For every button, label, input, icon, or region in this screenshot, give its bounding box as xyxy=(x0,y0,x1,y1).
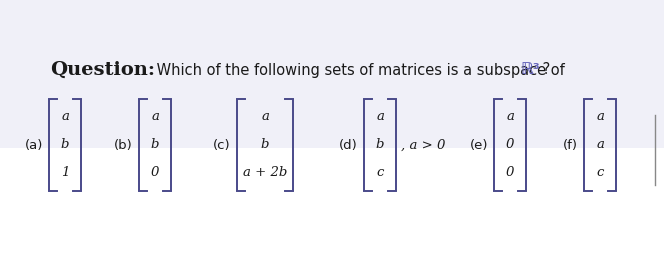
Text: b: b xyxy=(261,139,269,152)
Text: (d): (d) xyxy=(339,139,358,152)
Text: 0: 0 xyxy=(506,166,514,179)
Text: b: b xyxy=(151,139,159,152)
Text: 0: 0 xyxy=(506,139,514,152)
Text: ℝ³: ℝ³ xyxy=(520,63,540,77)
Text: (f): (f) xyxy=(563,139,578,152)
Text: Question:: Question: xyxy=(50,61,155,79)
Text: b: b xyxy=(376,139,384,152)
Text: a: a xyxy=(506,111,514,123)
Text: (b): (b) xyxy=(114,139,133,152)
Text: 0: 0 xyxy=(151,166,159,179)
Text: a: a xyxy=(596,139,604,152)
Text: a: a xyxy=(596,111,604,123)
Text: ?: ? xyxy=(538,63,550,77)
Text: a + 2b: a + 2b xyxy=(243,166,288,179)
Text: Which of the following sets of matrices is a subspace of: Which of the following sets of matrices … xyxy=(152,63,574,77)
Text: (c): (c) xyxy=(213,139,231,152)
Text: a: a xyxy=(261,111,269,123)
Text: a: a xyxy=(61,111,69,123)
Text: a: a xyxy=(376,111,384,123)
Text: (a): (a) xyxy=(25,139,43,152)
Text: c: c xyxy=(596,166,604,179)
Text: b: b xyxy=(60,139,69,152)
Text: , a > 0: , a > 0 xyxy=(401,139,446,152)
Text: a: a xyxy=(151,111,159,123)
Text: 1: 1 xyxy=(61,166,69,179)
Text: (e): (e) xyxy=(469,139,488,152)
Text: c: c xyxy=(376,166,384,179)
